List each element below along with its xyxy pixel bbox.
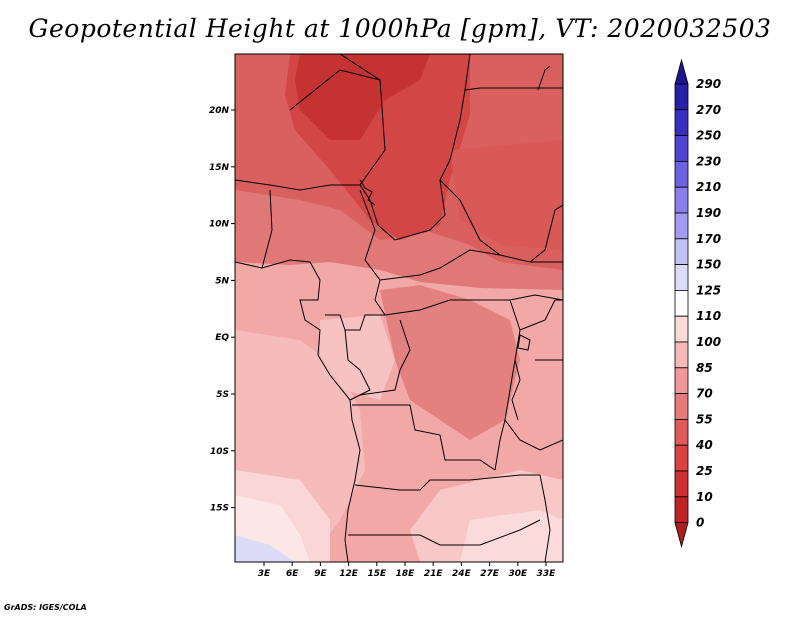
longitude-axis: 3E 6E 9E 12E 15E 18E 21E 24E 27E 30E 33E [258, 562, 556, 579]
lat-tick-label: 15N [209, 163, 230, 173]
colorbar-label: 110 [696, 309, 721, 323]
colorbar-segment [674, 496, 689, 523]
field-east-high [450, 140, 563, 250]
border-sudan-east [529, 204, 563, 263]
field-congo [380, 285, 520, 440]
colorbar-label: 10 [696, 490, 713, 504]
border-angola-drc [352, 404, 496, 471]
chart-title: Geopotential Height at 1000hPa [gpm], VT… [28, 14, 772, 43]
border-cameroon [359, 189, 386, 316]
colorbar-label: 290 [696, 77, 721, 91]
field-southeast-light [460, 510, 563, 562]
lat-tick-label: EQ [215, 333, 229, 343]
colorbar-label: 210 [696, 180, 721, 194]
colorbar-label: 190 [696, 206, 721, 220]
lat-tick-label: 5N [215, 276, 229, 286]
lon-tick-label: 33E [537, 569, 557, 579]
colorbar-bottom-arrow [674, 522, 689, 549]
lon-tick-label: 3E [258, 569, 271, 579]
coastline-west [235, 259, 361, 562]
border-congo-drc [359, 319, 411, 396]
border-mozambique [539, 474, 551, 562]
lat-tick-label: 15S [210, 504, 229, 514]
colorbar-segment [674, 160, 689, 188]
lat-tick-label: 20N [209, 106, 230, 116]
colorbar-segment [674, 418, 689, 446]
colorbar-label: 270 [696, 103, 721, 117]
border-benin [261, 189, 273, 269]
colorbar-label: 250 [696, 129, 721, 143]
colorbar-segment [674, 470, 689, 498]
lat-tick-label: 10N [209, 220, 230, 230]
colorbar-segment [674, 367, 689, 394]
colorbar: 0 10 25 40 55 70 85 100 110 125 150 170 190 210 230 250… [674, 58, 721, 549]
colorbar-segment [674, 186, 689, 214]
colorbar-label: 40 [695, 438, 713, 452]
border-tanzania-zambia [504, 419, 563, 451]
border-namibia-botswana [348, 519, 541, 546]
border-niger-chad [339, 54, 471, 241]
latitude-axis: 20N 15N 10N 5N EQ 5S 10S 15S [209, 106, 235, 514]
colorbar-segment [674, 135, 689, 162]
colorbar-label: 125 [696, 283, 721, 297]
height-field [235, 54, 563, 562]
lon-tick-label: 6E [286, 569, 299, 579]
colorbar-segment [674, 393, 689, 420]
lake-chad [359, 179, 376, 206]
field-max-center [295, 54, 430, 140]
colorbar-segment [674, 83, 689, 111]
lake-victoria-edge [517, 334, 531, 351]
colorbar-label: 25 [696, 464, 713, 478]
border-libya-sudan [464, 87, 563, 91]
colorbar-segment [674, 341, 689, 369]
border-sudan-west [439, 179, 501, 256]
grads-credit: GrADS: IGES/COLA [4, 603, 87, 612]
colorbar-label: 170 [696, 232, 721, 246]
border-angola-south [354, 474, 540, 491]
colorbar-segment [674, 289, 689, 317]
colorbar-segment [674, 315, 689, 343]
border-nigeria-north [235, 179, 360, 191]
lake-tanganyika [511, 359, 521, 421]
colorbar-label: 150 [696, 258, 721, 272]
colorbar-segment [674, 212, 689, 240]
lat-tick-label: 5S [216, 390, 229, 400]
border-car-south [384, 294, 563, 316]
colorbar-top-arrow [674, 58, 689, 85]
colorbar-label: 0 [696, 516, 704, 530]
border-uganda [519, 299, 563, 331]
colorbar-label: 230 [696, 154, 721, 168]
lon-tick-label: 24E [452, 569, 472, 579]
lon-tick-label: 18E [396, 569, 416, 579]
colorbar-label: 55 [696, 412, 713, 426]
lon-tick-label: 12E [339, 569, 359, 579]
lon-tick-label: 27E [480, 569, 500, 579]
lat-tick-label: 10S [210, 447, 229, 457]
border-algeria [289, 69, 381, 111]
coast-northeast [537, 65, 551, 91]
lon-tick-label: 30E [508, 569, 528, 579]
colorbar-segment [674, 109, 689, 137]
field-gabon [320, 315, 395, 400]
colorbar-label: 100 [696, 335, 721, 349]
map-frame [234, 53, 564, 563]
colorbar-label: 70 [696, 387, 713, 401]
field-blue-corner [235, 535, 295, 562]
lon-tick-label: 21E [424, 569, 444, 579]
colorbar-segment [674, 264, 689, 291]
lon-tick-label: 15E [367, 569, 387, 579]
colorbar-segment [674, 238, 689, 266]
border-eq-guinea [325, 314, 385, 331]
border-gabon-congo [344, 329, 371, 401]
lon-tick-label: 9E [314, 569, 327, 579]
borders [235, 54, 563, 562]
colorbar-label: 85 [696, 361, 713, 375]
colorbar-segment [674, 444, 689, 472]
